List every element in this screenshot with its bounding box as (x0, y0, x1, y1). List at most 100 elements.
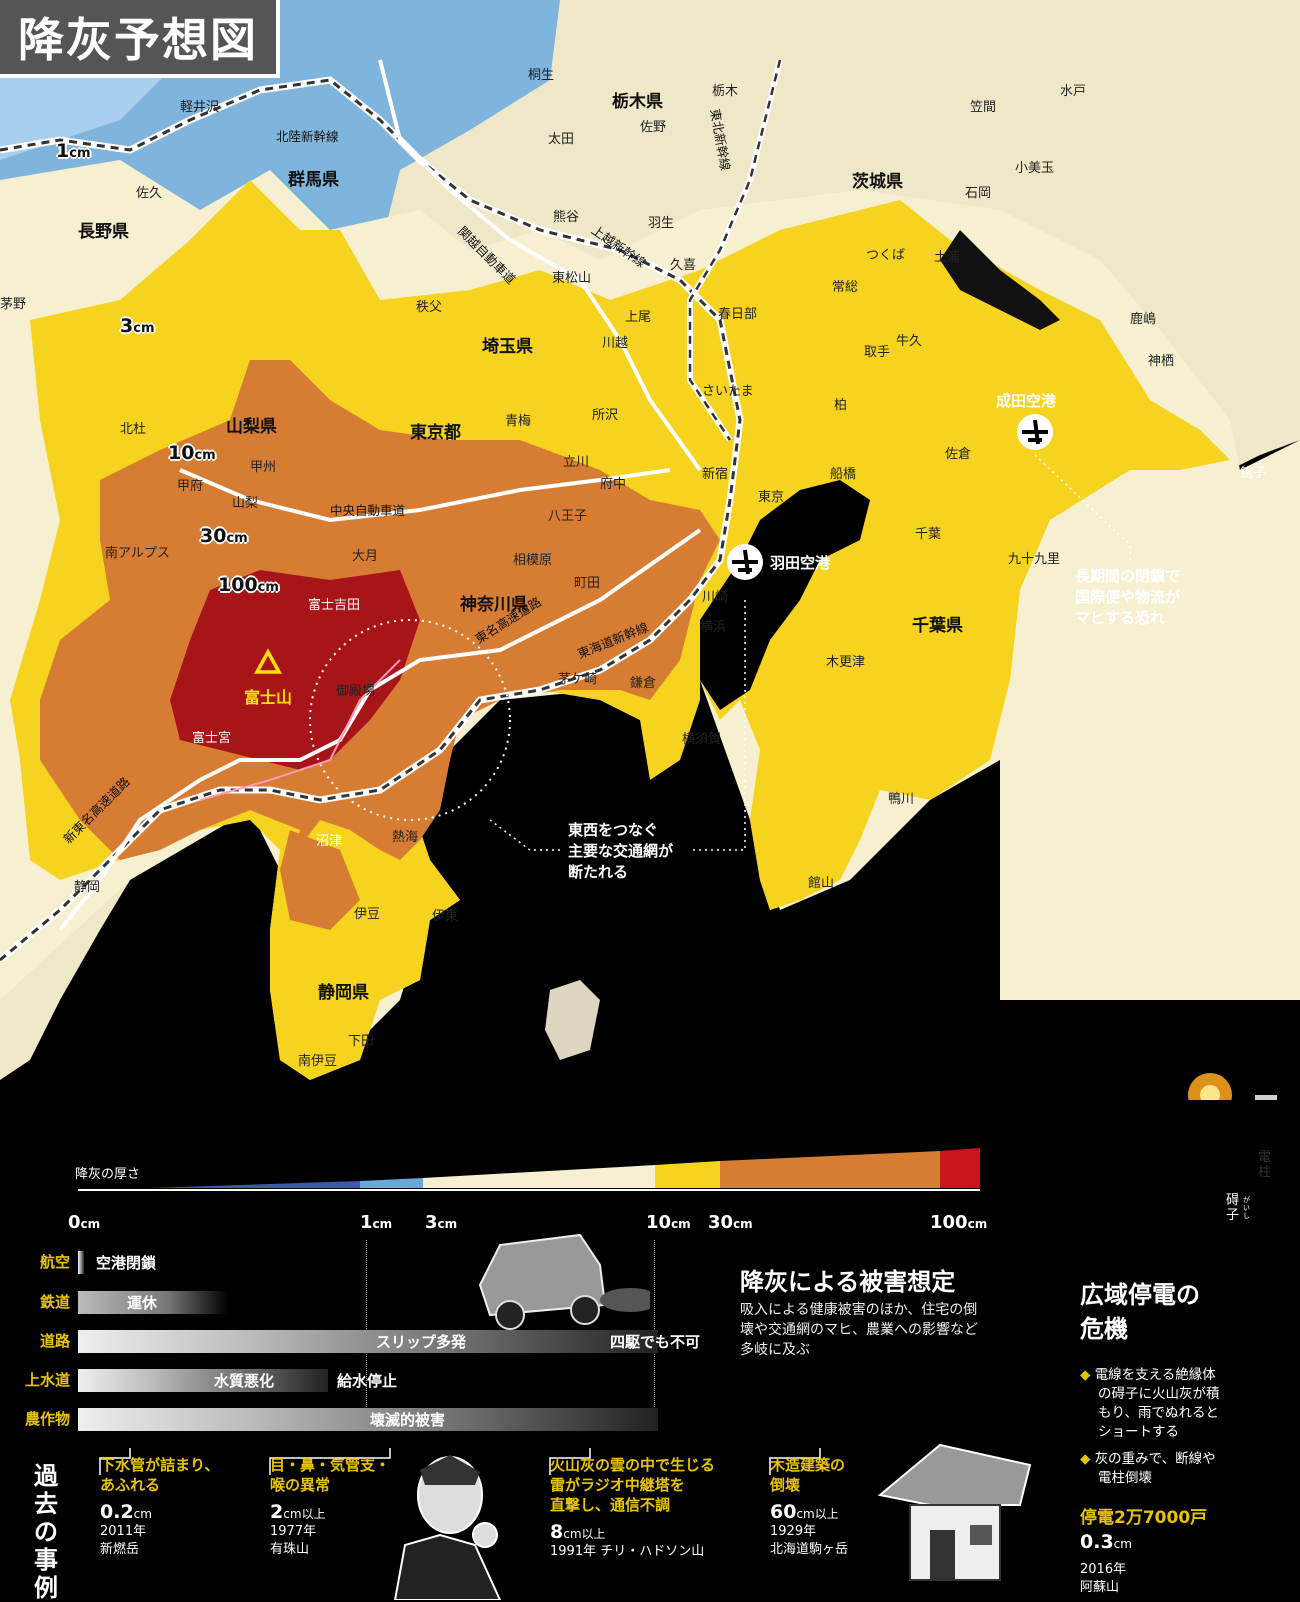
city-label: 大月 (352, 549, 379, 564)
impact-category-road: 道路 (39, 1332, 70, 1350)
ash-smoke (600, 1288, 650, 1312)
transport-circle (309, 619, 511, 821)
scale-tick-100: 100cm (930, 1212, 988, 1233)
city-label: 茅ケ崎 (558, 672, 598, 687)
pref-saitama: 埼玉県 (482, 337, 533, 357)
mount-fuji-symbol (254, 648, 282, 674)
scale-band-dark-blue (150, 1181, 360, 1188)
city-label: 南アルプス (105, 546, 170, 561)
city-label: 川越 (602, 336, 629, 351)
city-label: 羽生 (648, 216, 675, 231)
car-wheel (495, 1300, 525, 1330)
isopach-1cm: 1cm (56, 140, 91, 162)
impact-category-water: 上水道 (24, 1371, 70, 1389)
scale-tick-1: 1cm (360, 1212, 393, 1233)
insulator-label: 碍子 (1226, 1193, 1240, 1223)
zone-30cm-izu (280, 830, 360, 930)
city-label: 牛久 (896, 334, 923, 349)
city-label: 鹿嶋 (1130, 312, 1157, 327)
damage-heading: 降灰による被害想定 (740, 1268, 956, 1296)
scale-band-yellow (655, 1161, 720, 1188)
city-label: 茅野 (0, 297, 27, 312)
city-label: つくば (866, 248, 906, 263)
case-leaders (99, 1448, 821, 1475)
city-label: 木更津 (826, 655, 866, 670)
city-label: 小美玉 (1015, 161, 1055, 176)
past-case-3: 火山灰の雲の中で生じる 雷がラジオ中継塔を 直撃し、通信不調 8cm以上 199… (550, 1456, 716, 1559)
blackout-heading: 広域停電の 危機 (1080, 1281, 1200, 1343)
pole-label: 電柱 (1258, 1150, 1272, 1180)
city-label: さいたま (702, 384, 754, 399)
road-label: 北陸新幹線 (276, 129, 339, 144)
city-label: 佐倉 (945, 447, 972, 462)
city-label: 沼津 (316, 834, 343, 849)
city-label: 御殿場 (336, 684, 376, 699)
city-label: 常総 (832, 280, 859, 295)
kanetsu-expressway (378, 59, 702, 472)
impact-label: 水質悪化 (214, 1372, 275, 1390)
volcano-label: 富士山 (244, 688, 293, 707)
city-label: 相模原 (513, 553, 553, 568)
narita-leader (1034, 454, 1131, 560)
city-label: 横須賀 (682, 732, 722, 747)
isopach-100cm: 100cm (218, 574, 279, 596)
impact-bar-aviation (78, 1251, 84, 1274)
scale-band-orange (720, 1151, 940, 1188)
city-label: 銚子 (1240, 466, 1267, 481)
isopach-3cm: 3cm (120, 315, 155, 337)
pref-ibaraki: 茨城県 (852, 172, 903, 192)
city-label: 佐久 (136, 186, 163, 201)
city-label: 富士吉田 (308, 598, 361, 613)
stuck-car-illustration (478, 1233, 650, 1330)
scale-tick-10: 10cm (646, 1212, 691, 1233)
scale-band-pale (423, 1165, 655, 1188)
city-label: 静岡 (74, 880, 101, 895)
pref-gunma: 群馬県 (288, 170, 339, 190)
tokyo-bay (700, 480, 870, 710)
thickness-scale (78, 1148, 980, 1191)
city-label: 九十九里 (1008, 552, 1061, 567)
city-label: 富士宮 (192, 731, 232, 746)
city-label: 石岡 (965, 186, 992, 201)
airport-narita: 成田空港 (996, 392, 1057, 410)
city-label: 神栖 (1148, 354, 1175, 369)
callout-narita: 長期間の閉鎖で 国際便や物流が マヒする恐れ (1075, 567, 1181, 627)
impact-label: 四駆でも不可 (610, 1333, 701, 1351)
bullet-diamond-icon: ◆ (1080, 1367, 1091, 1383)
city-label: 軽井沢 (180, 100, 220, 115)
zone-100cm (170, 570, 420, 770)
city-label: 太田 (548, 132, 575, 147)
impact-bar-road (78, 1330, 658, 1353)
impact-label: 壊滅的被害 (370, 1411, 446, 1429)
city-label: 伊東 (432, 909, 459, 924)
collapsed-house-illustration (877, 1443, 1032, 1581)
city-label: 北杜 (120, 422, 147, 437)
city-label: 下田 (348, 1034, 375, 1049)
blackout-bullet-1: ◆ 電線を支える絶縁体 の碍子に火山灰が積 もり、雨でぬれると ショートする (1080, 1367, 1220, 1440)
scale-tick-3: 3cm (425, 1212, 458, 1233)
pref-kanagawa: 神奈川県 (460, 595, 528, 615)
city-label: 山梨 (232, 496, 259, 511)
pref-tokyo: 東京都 (410, 423, 461, 443)
city-label: 伊豆 (354, 907, 381, 922)
city-label: 水戸 (1060, 84, 1087, 99)
blackout-stat: 停電2万7000戸 (1080, 1508, 1208, 1528)
city-label: 南伊豆 (298, 1054, 338, 1069)
city-label: 秩父 (416, 300, 443, 315)
car-body (478, 1233, 607, 1317)
lake-kasumigaura (940, 230, 1060, 330)
impact-category-aviation: 航空 (39, 1253, 70, 1271)
city-label: 久喜 (670, 258, 697, 273)
blackout-bullet-2: ◆ 灰の重みで、断線や 電柱倒壊 (1080, 1451, 1216, 1486)
past-case-1: 下水管が詰まり、 あふれる 0.2cm 2011年 新燃岳 (100, 1456, 220, 1557)
pref-tochigi: 栃木県 (612, 92, 663, 112)
city-label: 柏 (834, 398, 848, 413)
insulator-reading: がいし (1243, 1196, 1250, 1220)
past-case-4: 木造建築の 倒壊 60cm以上 1929年 北海道駒ヶ岳 (770, 1456, 849, 1557)
impact-category-rail: 鉄道 (39, 1293, 70, 1311)
pref-chiba: 千葉県 (912, 616, 963, 636)
city-label: 町田 (574, 576, 601, 591)
impact-bar-water (78, 1369, 328, 1392)
